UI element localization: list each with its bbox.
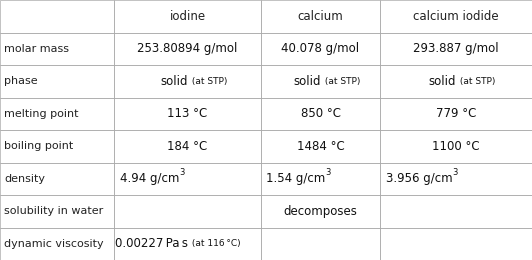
- Bar: [380, 130, 532, 162]
- Bar: [0, 98, 114, 130]
- Bar: [0, 65, 114, 98]
- Text: 4.94 g/cm: 4.94 g/cm: [120, 172, 179, 185]
- Bar: [114, 0, 261, 32]
- Text: 293.887 g/mol: 293.887 g/mol: [413, 42, 499, 55]
- Bar: [114, 228, 261, 260]
- Bar: [380, 162, 532, 195]
- Bar: [0, 32, 114, 65]
- Text: 3: 3: [325, 168, 330, 177]
- Text: calcium: calcium: [298, 10, 343, 23]
- Bar: [380, 65, 532, 98]
- Text: 184 °C: 184 °C: [168, 140, 207, 153]
- Text: (at STP): (at STP): [189, 77, 227, 86]
- Text: solid: solid: [429, 75, 456, 88]
- Bar: [114, 32, 261, 65]
- Bar: [114, 98, 261, 130]
- Text: solubility in water: solubility in water: [4, 206, 104, 216]
- Bar: [0, 228, 114, 260]
- Bar: [114, 65, 261, 98]
- Bar: [261, 195, 380, 228]
- Text: 3: 3: [452, 168, 458, 177]
- Bar: [114, 162, 261, 195]
- Text: 779 °C: 779 °C: [436, 107, 476, 120]
- Bar: [114, 32, 261, 65]
- Text: 113 °C: 113 °C: [168, 107, 207, 120]
- Bar: [114, 130, 261, 162]
- Bar: [0, 0, 114, 32]
- Text: 253.80894 g/mol: 253.80894 g/mol: [137, 42, 238, 55]
- Text: calcium iodide: calcium iodide: [413, 10, 499, 23]
- Bar: [380, 98, 532, 130]
- Text: molar mass: molar mass: [4, 44, 69, 54]
- Bar: [114, 0, 261, 32]
- Text: 40.078 g/mol: 40.078 g/mol: [281, 42, 360, 55]
- Bar: [0, 98, 114, 130]
- Bar: [261, 130, 380, 162]
- Bar: [380, 0, 532, 32]
- Bar: [0, 130, 114, 162]
- Text: 850 °C: 850 °C: [301, 107, 340, 120]
- Text: 1.54 g/cm: 1.54 g/cm: [266, 172, 325, 185]
- Text: solid: solid: [293, 75, 320, 88]
- Bar: [261, 32, 380, 65]
- Text: 0.00227 Pa s: 0.00227 Pa s: [114, 237, 188, 250]
- Text: phase: phase: [4, 76, 38, 86]
- Bar: [261, 65, 380, 98]
- Bar: [0, 32, 114, 65]
- Bar: [380, 32, 532, 65]
- Bar: [261, 228, 380, 260]
- Bar: [380, 32, 532, 65]
- Bar: [261, 0, 380, 32]
- Bar: [0, 162, 114, 195]
- Text: decomposes: decomposes: [284, 205, 358, 218]
- Bar: [114, 162, 261, 195]
- Text: 1100 °C: 1100 °C: [433, 140, 480, 153]
- Bar: [380, 130, 532, 162]
- Bar: [261, 0, 380, 32]
- Bar: [0, 195, 114, 228]
- Bar: [261, 162, 380, 195]
- Bar: [0, 228, 114, 260]
- Bar: [114, 130, 261, 162]
- Text: 3: 3: [179, 168, 185, 177]
- Text: dynamic viscosity: dynamic viscosity: [4, 239, 104, 249]
- Text: density: density: [4, 174, 45, 184]
- Bar: [380, 228, 532, 260]
- Bar: [261, 195, 380, 228]
- Bar: [261, 32, 380, 65]
- Bar: [0, 0, 114, 32]
- Bar: [114, 195, 261, 228]
- Bar: [0, 65, 114, 98]
- Text: (at STP): (at STP): [321, 77, 360, 86]
- Bar: [261, 130, 380, 162]
- Bar: [261, 98, 380, 130]
- Bar: [0, 162, 114, 195]
- Bar: [380, 98, 532, 130]
- Bar: [380, 195, 532, 228]
- Bar: [380, 195, 532, 228]
- Text: melting point: melting point: [4, 109, 79, 119]
- Bar: [261, 98, 380, 130]
- Text: solid: solid: [160, 75, 188, 88]
- Bar: [114, 65, 261, 98]
- Bar: [0, 195, 114, 228]
- Bar: [0, 130, 114, 162]
- Text: iodine: iodine: [170, 10, 205, 23]
- Bar: [114, 98, 261, 130]
- Text: 1484 °C: 1484 °C: [297, 140, 344, 153]
- Bar: [261, 65, 380, 98]
- Text: 3.956 g/cm: 3.956 g/cm: [386, 172, 452, 185]
- Bar: [380, 65, 532, 98]
- Bar: [380, 162, 532, 195]
- Bar: [380, 0, 532, 32]
- Text: (at STP): (at STP): [458, 77, 496, 86]
- Text: (at 116 °C): (at 116 °C): [189, 239, 240, 248]
- Bar: [380, 228, 532, 260]
- Text: boiling point: boiling point: [4, 141, 73, 151]
- Bar: [261, 162, 380, 195]
- Bar: [261, 228, 380, 260]
- Bar: [114, 228, 261, 260]
- Bar: [114, 195, 261, 228]
